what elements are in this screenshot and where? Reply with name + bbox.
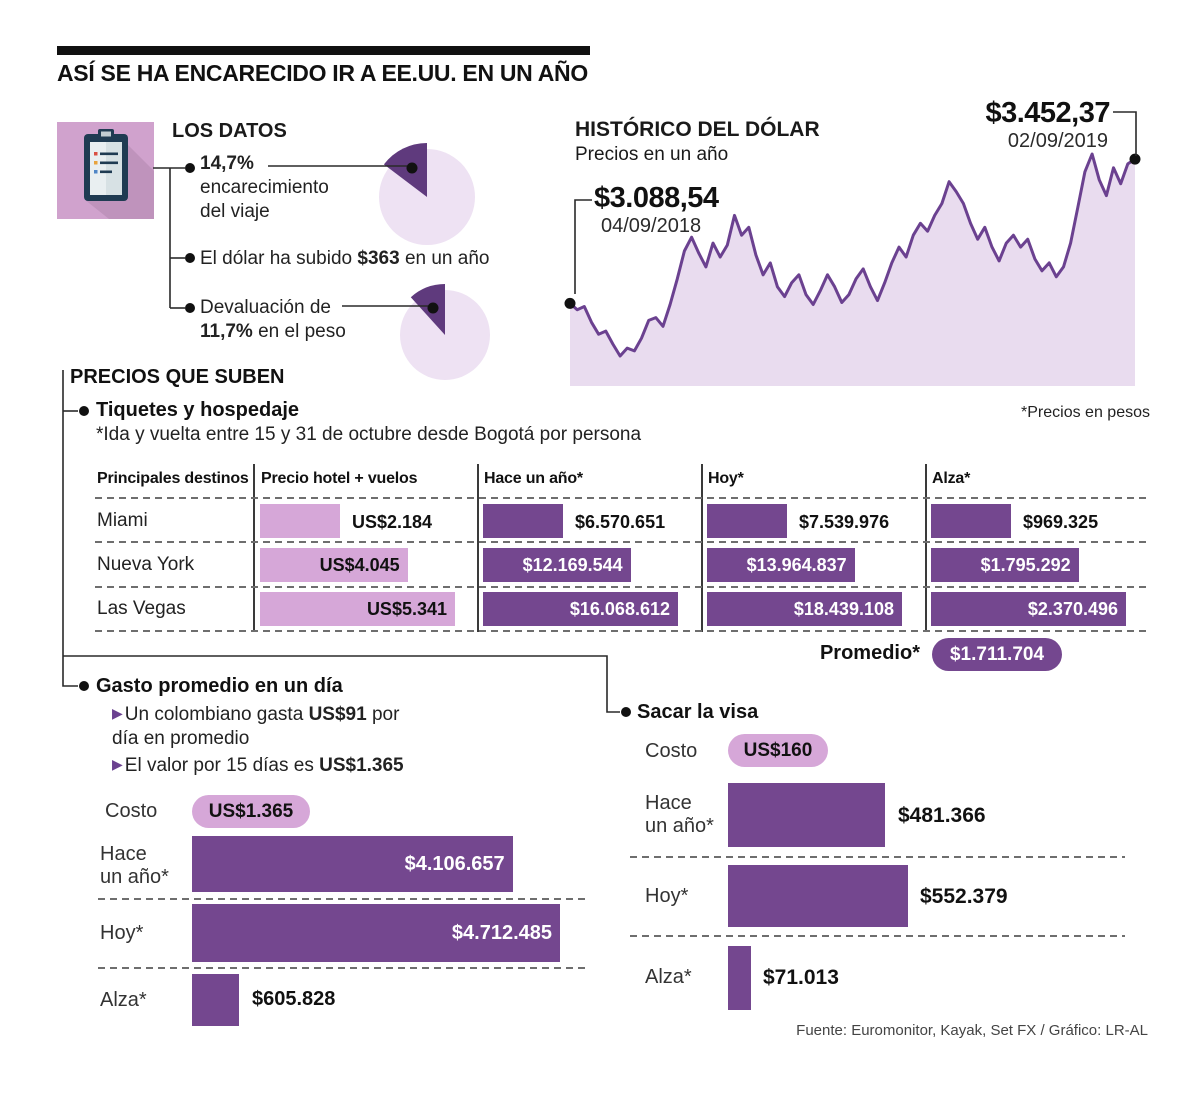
section-precios-heading: PRECIOS QUE SUBEN <box>70 366 285 388</box>
bar-ny-hace: $12.169.544 <box>483 548 631 582</box>
table-vline-4 <box>925 464 927 632</box>
bar-miami-hace <box>483 504 563 538</box>
visa-value-alza: $71.013 <box>763 966 839 989</box>
dolar-chart-subtitle: Precios en un año <box>575 144 729 165</box>
gasto-value-alza: $605.828 <box>252 988 336 1010</box>
gasto-bar-label: Hace un año* <box>100 843 169 888</box>
tiquetes-heading: Tiquetes y hospedaje <box>96 399 300 421</box>
visa-value-hace: $481.366 <box>898 804 986 827</box>
dolar-chart-title: HISTÓRICO DEL DÓLAR <box>575 118 820 141</box>
dolar-end-date: 02/09/2019 <box>1007 130 1108 152</box>
gasto-bar-hace: $4.106.657 <box>192 836 513 892</box>
col-header-precio: Precio hotel + vuelos <box>261 470 418 487</box>
bar-miami-hoy <box>707 504 787 538</box>
bar-lv-hace: $16.068.612 <box>483 592 678 626</box>
col-header-hace: Hace un año* <box>484 470 583 487</box>
dolar-start-point <box>564 297 576 309</box>
title-rule <box>57 46 590 55</box>
table-row-destino: Miami <box>97 510 148 531</box>
promedio-pill: $1.711.704 <box>932 638 1062 671</box>
visa-bar-hoy <box>728 865 908 927</box>
gasto-costo-pill: US$1.365 <box>192 795 310 828</box>
gasto-heading: Gasto promedio en un día <box>96 675 343 697</box>
dolar-end-point <box>1129 153 1141 165</box>
bar-ny-precio: US$4.045 <box>260 548 408 582</box>
gasto-bullet-1: ▶ Un colombiano gasta US$91 por día en pr… <box>112 704 400 749</box>
page-title: ASÍ SE HA ENCARECIDO IR A EE.UU. EN UN A… <box>57 60 588 86</box>
col-header-hoy: Hoy* <box>708 470 744 487</box>
table-dash-4 <box>95 630 1147 632</box>
bar-ny-alza: $1.795.292 <box>931 548 1079 582</box>
table-dash-1 <box>95 497 1147 499</box>
pie-chart-peso-devaluation <box>400 284 490 380</box>
gasto-bar-hoy: $4.712.485 <box>192 904 560 962</box>
dolar-start-date: 04/09/2018 <box>601 215 702 237</box>
bar-miami-precio <box>260 504 340 538</box>
col-header-destinos: Principales destinos <box>97 470 249 487</box>
gasto-bar-label: Hoy* <box>100 922 144 944</box>
stat-trip-increase: 14,7% encarecimiento del viaje <box>200 153 329 222</box>
gasto-bar-label: Alza* <box>100 989 147 1011</box>
table-dash-2 <box>95 541 1147 543</box>
table-vline-2 <box>477 464 479 632</box>
value-miami-alza: $969.325 <box>1023 512 1099 532</box>
dolar-line-chart <box>564 152 1141 386</box>
visa-dash-1 <box>630 856 1125 858</box>
table-vline-1 <box>253 464 255 632</box>
dolar-line-path <box>569 152 1136 358</box>
pie-chart-trip-increase <box>379 142 475 245</box>
bar-miami-alza <box>931 504 1011 538</box>
bar-lv-precio: US$5.341 <box>260 592 455 626</box>
tiquetes-note: *Ida y vuelta entre 15 y 31 de octubre d… <box>96 424 642 445</box>
visa-bar-label: Hoy* <box>645 885 689 907</box>
visa-costo-pill: US$160 <box>728 734 828 767</box>
table-vline-3 <box>701 464 703 632</box>
dolar-start-value: $3.088,54 <box>594 182 719 214</box>
triangle-bullet-icon: ▶ <box>112 705 123 721</box>
col-header-alza: Alza* <box>932 470 971 487</box>
stat-peso-devaluation: Devaluación de 11,7% en el peso <box>200 297 346 342</box>
visa-dash-2 <box>630 935 1125 937</box>
visa-bar-alza <box>728 946 752 1010</box>
table-row-destino: Las Vegas <box>97 598 186 619</box>
pie-wedge-trip-increase <box>383 142 427 197</box>
visa-heading: Sacar la visa <box>637 701 759 723</box>
table-dash-3 <box>95 586 1147 588</box>
visa-costo-label: Costo <box>645 740 698 762</box>
gasto-costo-label: Costo <box>105 800 158 822</box>
promedio-label: Promedio* <box>819 642 920 664</box>
gasto-dash-1 <box>98 898 586 900</box>
value-miami-hoy: $7.539.976 <box>799 512 890 532</box>
bar-ny-hoy: $13.964.837 <box>707 548 855 582</box>
visa-bar-label: Hace un año* <box>645 792 714 837</box>
gasto-bullet-2: ▶ El valor por 15 días es US$1.365 <box>112 755 404 776</box>
table-row-destino: Nueva York <box>97 554 195 575</box>
stat-dollar-rise: El dólar ha subido $363 en un año <box>200 248 490 269</box>
los-datos-heading: LOS DATOS <box>172 120 287 142</box>
dolar-area-fill <box>570 154 1135 386</box>
value-miami-hace: $6.570.651 <box>575 512 666 532</box>
pesos-note: *Precios en pesos <box>1021 404 1150 421</box>
value-miami-precio: US$2.184 <box>352 512 433 532</box>
visa-value-hoy: $552.379 <box>920 885 1008 908</box>
gasto-dash-2 <box>98 967 586 969</box>
visa-bar-label: Alza* <box>645 966 692 988</box>
dolar-end-value: $3.452,37 <box>985 97 1110 129</box>
gasto-bar-alza <box>192 974 240 1026</box>
source-credit: Fuente: Euromonitor, Kayak, Set FX / Grá… <box>796 1022 1148 1039</box>
visa-bar-hace <box>728 783 885 847</box>
triangle-bullet-icon: ▶ <box>112 756 123 772</box>
bar-lv-hoy: $18.439.108 <box>707 592 902 626</box>
clipboard-icon <box>57 122 154 219</box>
bar-lv-alza: $2.370.496 <box>931 592 1126 626</box>
